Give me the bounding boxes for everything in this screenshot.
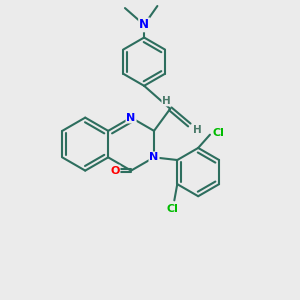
Text: O: O xyxy=(110,166,120,176)
Text: H: H xyxy=(193,125,202,135)
Text: H: H xyxy=(162,95,171,106)
Text: Cl: Cl xyxy=(167,204,179,214)
Text: N: N xyxy=(139,18,149,32)
Text: N: N xyxy=(149,152,159,162)
Text: N: N xyxy=(126,112,136,123)
Text: Cl: Cl xyxy=(212,128,224,138)
